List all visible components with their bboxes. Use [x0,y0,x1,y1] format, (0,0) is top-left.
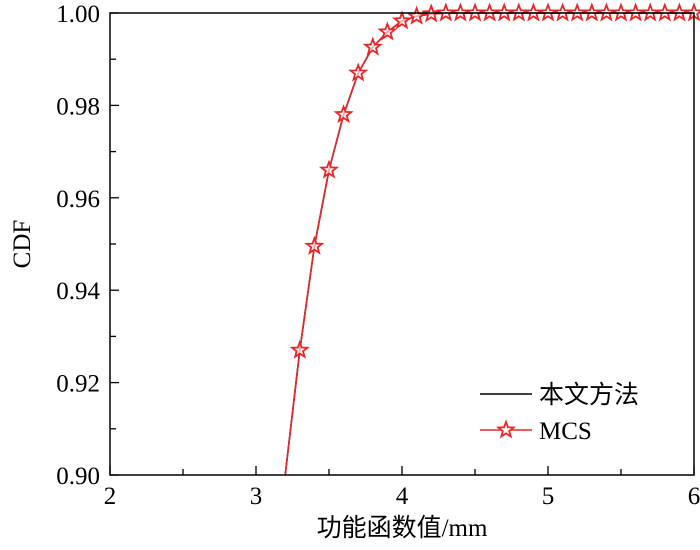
x-tick-label: 4 [396,483,409,510]
legend: 本文方法 MCS [480,381,639,445]
star-marker [494,2,515,22]
star-marker [304,235,325,255]
star-marker [581,2,602,22]
star-marker [610,2,632,22]
star-marker [495,419,517,439]
star-marker [391,10,413,30]
star-marker [450,2,471,22]
star-marker [640,2,661,22]
x-tick-label: 2 [104,483,117,510]
star-marker [479,2,500,22]
star-marker [654,2,675,22]
y-tick-label: 0.98 [56,93,100,120]
y-tick-label: 0.92 [56,371,100,398]
star-marker [464,2,486,22]
star-marker [567,2,588,22]
x-tick-labels: 2 3 4 5 6 [104,483,700,510]
y-tick-label: 0.96 [56,186,100,213]
x-tick-label: 6 [688,483,700,510]
star-marker [348,62,369,82]
legend-star-icon [495,419,517,439]
star-marker [435,2,456,22]
x-tick-label: 3 [250,483,263,510]
legend-label-mcs: MCS [539,418,592,445]
star-marker [625,2,646,22]
star-marker [669,2,690,22]
star-marker [318,159,340,179]
star-marker [289,339,310,359]
y-axis-label: CDF [9,220,36,269]
legend-label-method: 本文方法 [539,381,639,409]
star-marker [596,2,617,22]
star-marker [683,2,700,22]
x-tick-label: 5 [542,483,555,510]
star-marker [377,21,398,41]
star-marker [508,2,529,22]
star-marker [552,2,573,22]
y-tick-label: 0.90 [56,463,100,490]
axis-ticks [109,12,695,476]
star-marker [362,36,383,56]
y-tick-label: 1.00 [56,1,100,28]
star-marker [537,2,559,22]
star-marker [406,5,427,25]
y-tick-labels: 0.90 0.92 0.94 0.96 0.98 1.00 [56,1,100,490]
x-axis-label: 功能函数值/mm [317,514,488,542]
y-tick-label: 0.94 [56,278,100,305]
star-marker [523,2,544,22]
star-marker [333,104,354,124]
